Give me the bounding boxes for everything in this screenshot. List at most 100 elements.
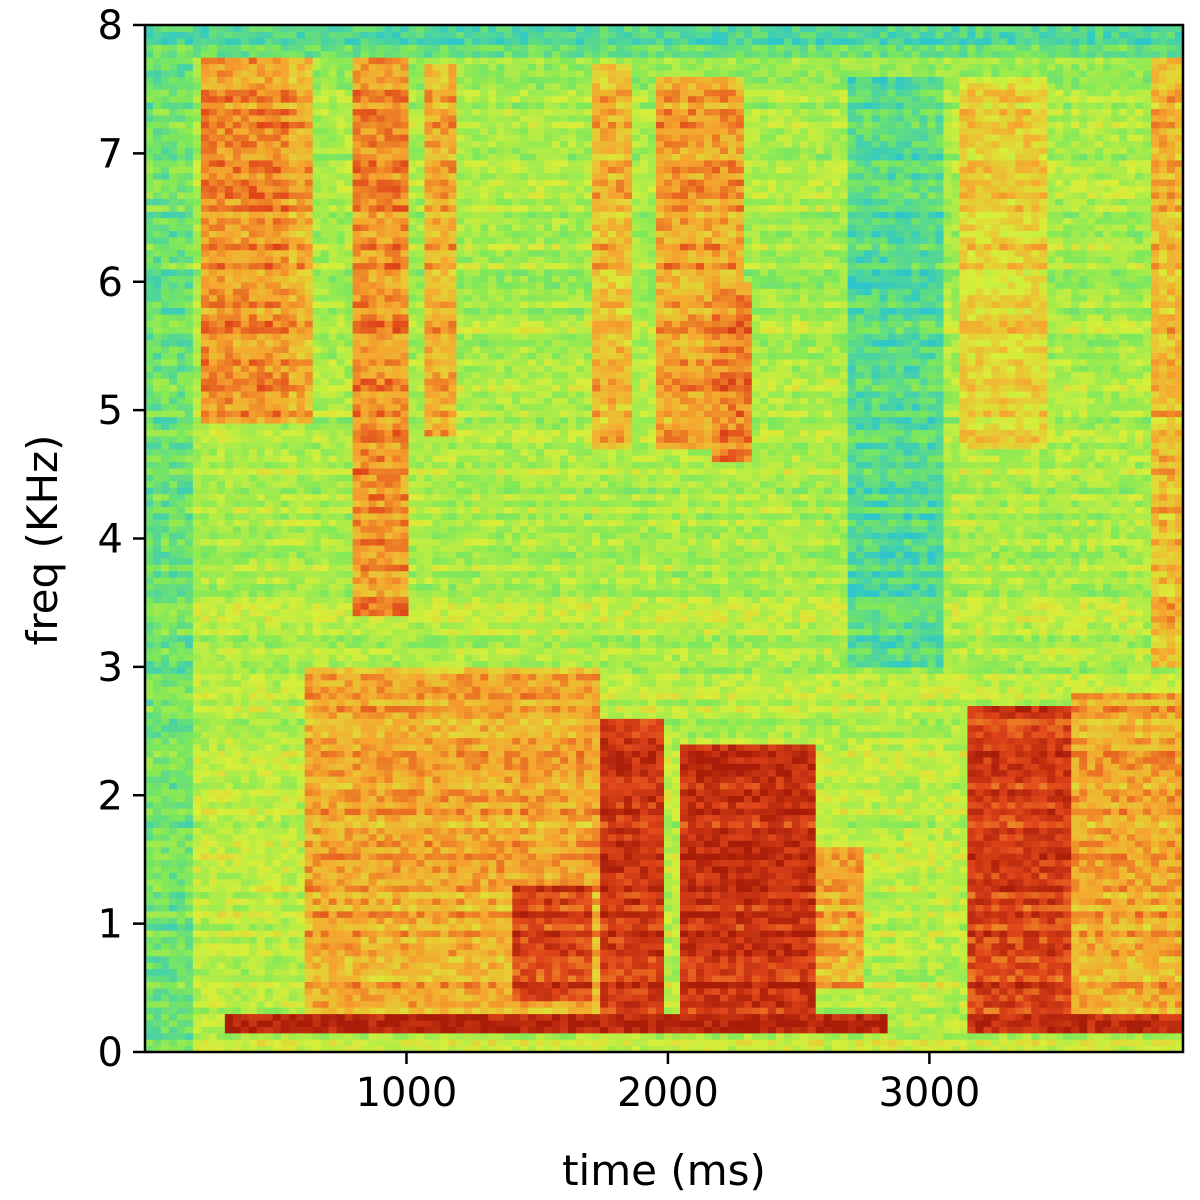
heatmap-cell xyxy=(704,956,713,963)
heatmap-cell xyxy=(408,1013,417,1020)
heatmap-cell xyxy=(472,834,481,841)
heatmap-cell xyxy=(377,981,386,988)
heatmap-cell xyxy=(456,815,465,822)
heatmap-cell xyxy=(145,930,154,937)
heatmap-cell xyxy=(321,872,330,879)
heatmap-cell xyxy=(504,892,513,899)
heatmap-cell xyxy=(600,1026,609,1033)
heatmap-cell xyxy=(424,808,433,815)
heatmap-cell xyxy=(193,1026,202,1033)
heatmap-cell xyxy=(1103,859,1112,866)
heatmap-cell xyxy=(792,1001,801,1008)
heatmap-cell xyxy=(1127,1001,1136,1008)
heatmap-cell xyxy=(313,936,322,943)
heatmap-cell xyxy=(904,1007,913,1014)
heatmap-cell xyxy=(1071,815,1080,822)
heatmap-cell xyxy=(1007,1001,1016,1008)
heatmap-cell xyxy=(991,872,1000,879)
heatmap-cell xyxy=(720,866,729,873)
heatmap-cell xyxy=(1079,840,1088,847)
heatmap-cell xyxy=(1119,821,1128,828)
heatmap-cell xyxy=(297,969,306,976)
heatmap-cell xyxy=(584,1026,593,1033)
heatmap-cell xyxy=(377,853,386,860)
heatmap-cell xyxy=(896,853,905,860)
heatmap-cell xyxy=(560,962,569,969)
heatmap-cell xyxy=(768,1007,777,1014)
heatmap-cell xyxy=(329,859,338,866)
heatmap-cell xyxy=(1071,962,1080,969)
heatmap-cell xyxy=(464,1020,473,1027)
heatmap-cell xyxy=(888,840,897,847)
heatmap-cell xyxy=(544,949,553,956)
heatmap-cell xyxy=(1079,847,1088,854)
heatmap-cell xyxy=(640,1026,649,1033)
heatmap-cell xyxy=(1039,898,1048,905)
heatmap-cell xyxy=(640,975,649,982)
heatmap-cell xyxy=(728,981,737,988)
heatmap-cell xyxy=(345,1039,354,1046)
heatmap-cell xyxy=(752,859,761,866)
heatmap-cell xyxy=(528,1033,537,1040)
heatmap-cell xyxy=(712,815,721,822)
heatmap-cell xyxy=(193,1013,202,1020)
heatmap-cell xyxy=(935,879,944,886)
heatmap-cell xyxy=(672,956,681,963)
heatmap-cell xyxy=(927,866,936,873)
heatmap-cell xyxy=(991,815,1000,822)
heatmap-cell xyxy=(664,834,673,841)
heatmap-cell xyxy=(712,904,721,911)
heatmap-cell xyxy=(313,898,322,905)
heatmap-cell xyxy=(728,994,737,1001)
heatmap-cell xyxy=(752,834,761,841)
heatmap-cell xyxy=(233,988,242,995)
heatmap-cell xyxy=(720,815,729,822)
heatmap-cell xyxy=(153,847,162,854)
heatmap-cell xyxy=(273,840,282,847)
heatmap-cell xyxy=(959,936,968,943)
heatmap-cell xyxy=(728,917,737,924)
heatmap-cell xyxy=(1007,859,1016,866)
heatmap-cell xyxy=(912,994,921,1001)
heatmap-cell xyxy=(217,975,226,982)
heatmap-cell xyxy=(472,943,481,950)
heatmap-cell xyxy=(1087,949,1096,956)
heatmap-cell xyxy=(600,802,609,809)
heatmap-cell xyxy=(1119,815,1128,822)
heatmap-cell xyxy=(975,827,984,834)
heatmap-cell xyxy=(664,949,673,956)
heatmap-cell xyxy=(872,872,881,879)
heatmap-cell xyxy=(888,975,897,982)
heatmap-cell xyxy=(935,962,944,969)
heatmap-cell xyxy=(1087,917,1096,924)
heatmap-cell xyxy=(480,827,489,834)
heatmap-cell xyxy=(1135,853,1144,860)
heatmap-cell xyxy=(289,943,298,950)
heatmap-cell xyxy=(345,827,354,834)
heatmap-cell xyxy=(784,962,793,969)
heatmap-cell xyxy=(864,892,873,899)
heatmap-cell xyxy=(432,936,441,943)
heatmap-cell xyxy=(864,808,873,815)
heatmap-cell xyxy=(408,1007,417,1014)
heatmap-cell xyxy=(169,1007,178,1014)
heatmap-cell xyxy=(760,943,769,950)
heatmap-cell xyxy=(560,1039,569,1046)
heatmap-cell xyxy=(1007,815,1016,822)
heatmap-cell xyxy=(999,1001,1008,1008)
heatmap-cell xyxy=(177,1013,186,1020)
heatmap-cell xyxy=(935,975,944,982)
heatmap-cell xyxy=(217,821,226,828)
heatmap-cell xyxy=(161,988,170,995)
heatmap-cell xyxy=(456,1001,465,1008)
heatmap-cell xyxy=(951,936,960,943)
heatmap-cell xyxy=(440,859,449,866)
heatmap-cell xyxy=(792,808,801,815)
heatmap-cell xyxy=(584,1013,593,1020)
heatmap-cell xyxy=(504,1026,513,1033)
heatmap-cell xyxy=(273,988,282,995)
heatmap-cell xyxy=(464,988,473,995)
heatmap-cell xyxy=(920,1020,929,1027)
heatmap-cell xyxy=(337,936,346,943)
heatmap-cell xyxy=(1047,969,1056,976)
